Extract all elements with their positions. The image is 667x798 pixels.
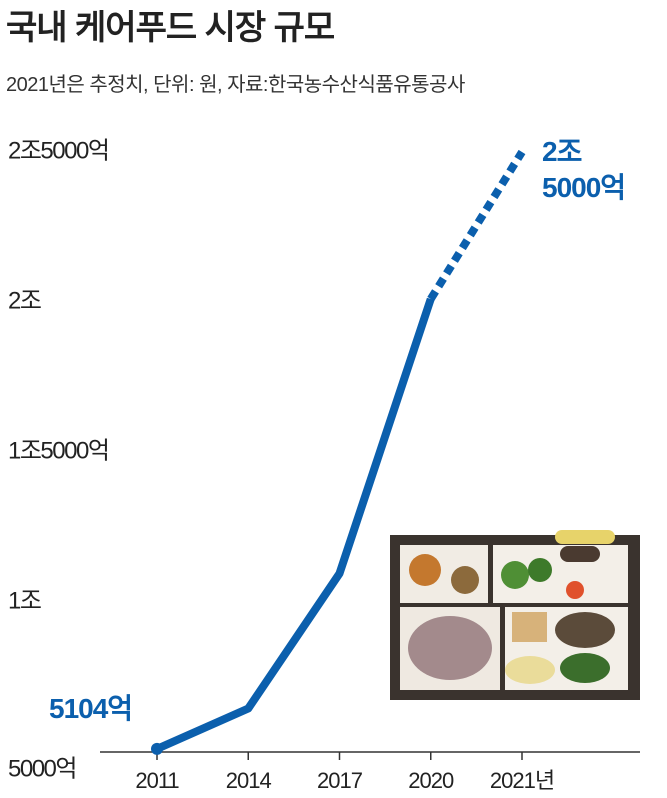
start-dot bbox=[151, 742, 163, 755]
food-illustration bbox=[390, 530, 640, 700]
estimate-line bbox=[427, 149, 526, 302]
y-tick-label: 2조5000억 bbox=[8, 137, 108, 164]
x-tick-label: 2011 bbox=[135, 768, 179, 793]
chart-title: 국내 케어푸드 시장 규모 bbox=[6, 9, 335, 47]
y-tick-label: 1조 bbox=[8, 587, 41, 614]
y-tick-label: 1조5000억 bbox=[8, 437, 108, 464]
y-tick-label: 2조 bbox=[8, 287, 41, 314]
x-tick-label: 2021년 bbox=[490, 768, 554, 793]
x-tick-label: 2017 bbox=[317, 768, 363, 793]
data-line bbox=[155, 297, 435, 753]
value-label: 2조 5000억 bbox=[542, 136, 626, 203]
value-label: 5104억 bbox=[49, 692, 133, 724]
chart-subtitle: 2021년은 추정치, 단위: 원, 자료:한국농수산식품유통공사 bbox=[6, 74, 465, 96]
y-tick-label: 5000억 bbox=[8, 755, 76, 782]
x-tick-label: 2014 bbox=[226, 768, 272, 793]
x-tick-label: 2020 bbox=[408, 768, 454, 793]
